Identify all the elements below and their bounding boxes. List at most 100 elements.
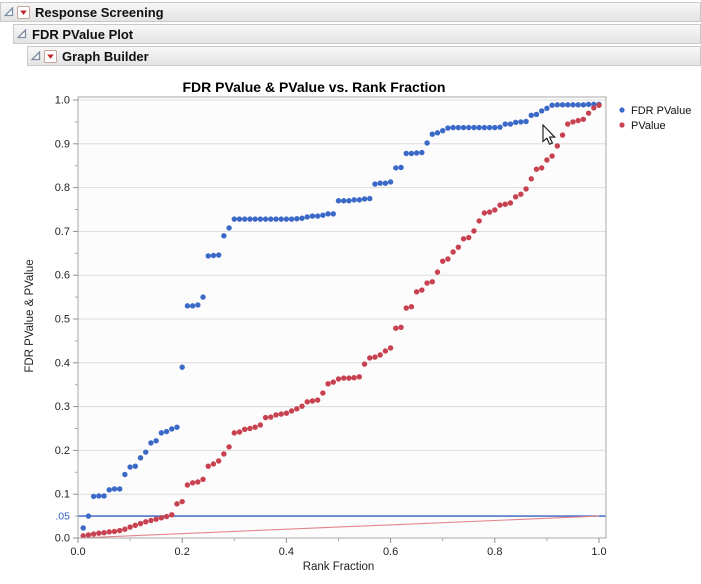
data-point-pvalue[interactable] (387, 345, 394, 351)
data-point-fdr-pvalue[interactable] (445, 125, 451, 131)
data-point-fdr-pvalue[interactable] (492, 124, 498, 131)
data-point-fdr-pvalue[interactable] (580, 102, 587, 108)
data-point-fdr-pvalue[interactable] (429, 131, 435, 137)
data-point-fdr-pvalue[interactable] (440, 127, 446, 134)
data-point-fdr-pvalue[interactable] (80, 525, 86, 531)
data-point-fdr-pvalue[interactable] (200, 294, 206, 300)
data-point-pvalue[interactable] (413, 289, 420, 295)
data-point-pvalue[interactable] (236, 429, 243, 435)
data-point-fdr-pvalue[interactable] (544, 105, 550, 112)
data-point-fdr-pvalue[interactable] (460, 124, 467, 131)
data-point-fdr-pvalue[interactable] (195, 302, 201, 308)
data-point-fdr-pvalue[interactable] (111, 486, 118, 492)
data-point-fdr-pvalue[interactable] (466, 124, 472, 131)
data-point-fdr-pvalue[interactable] (387, 179, 394, 185)
data-point-pvalue[interactable] (507, 200, 514, 206)
data-point-fdr-pvalue[interactable] (320, 212, 326, 218)
data-point-pvalue[interactable] (132, 522, 139, 528)
data-point-pvalue[interactable] (85, 532, 92, 538)
data-point-fdr-pvalue[interactable] (309, 213, 316, 219)
data-point-fdr-pvalue[interactable] (242, 216, 248, 222)
data-point-pvalue[interactable] (143, 519, 149, 525)
data-point-pvalue[interactable] (466, 234, 472, 241)
data-point-fdr-pvalue[interactable] (273, 216, 279, 222)
data-point-fdr-pvalue[interactable] (169, 426, 175, 432)
data-point-fdr-pvalue[interactable] (351, 197, 357, 203)
data-point-pvalue[interactable] (252, 424, 258, 430)
data-point-pvalue[interactable] (320, 390, 326, 396)
data-point-pvalue[interactable] (116, 527, 123, 534)
data-point-pvalue[interactable] (356, 374, 363, 380)
data-point-fdr-pvalue[interactable] (382, 180, 389, 186)
data-point-pvalue[interactable] (90, 531, 97, 537)
data-point-pvalue[interactable] (460, 236, 467, 242)
data-point-pvalue[interactable] (174, 501, 180, 507)
data-point-pvalue[interactable] (575, 117, 581, 124)
data-point-pvalue[interactable] (523, 186, 529, 192)
data-point-pvalue[interactable] (273, 412, 279, 418)
data-point-fdr-pvalue[interactable] (398, 164, 404, 171)
data-point-pvalue[interactable] (247, 425, 253, 432)
data-point-fdr-pvalue[interactable] (304, 214, 310, 220)
data-point-fdr-pvalue[interactable] (226, 225, 232, 231)
data-point-fdr-pvalue[interactable] (288, 216, 295, 222)
data-point-pvalue[interactable] (481, 210, 488, 216)
data-point-pvalue[interactable] (419, 287, 425, 293)
data-point-fdr-pvalue[interactable] (565, 102, 571, 108)
data-point-fdr-pvalue[interactable] (137, 455, 144, 461)
data-point-pvalue[interactable] (195, 479, 201, 485)
data-point-fdr-pvalue[interactable] (538, 108, 545, 114)
data-point-pvalue[interactable] (492, 207, 498, 213)
data-point-pvalue[interactable] (450, 249, 456, 255)
data-point-pvalue[interactable] (512, 194, 519, 200)
data-point-fdr-pvalue[interactable] (424, 140, 430, 146)
data-point-fdr-pvalue[interactable] (361, 196, 368, 202)
data-point-pvalue[interactable] (580, 116, 587, 122)
data-point-fdr-pvalue[interactable] (85, 513, 92, 519)
data-point-fdr-pvalue[interactable] (132, 463, 139, 469)
data-point-fdr-pvalue[interactable] (408, 150, 415, 157)
data-point-fdr-pvalue[interactable] (528, 112, 534, 119)
data-point-fdr-pvalue[interactable] (231, 216, 237, 222)
disclosure-triangle-icon[interactable] (4, 7, 14, 17)
data-point-fdr-pvalue[interactable] (481, 124, 488, 131)
data-point-fdr-pvalue[interactable] (372, 181, 378, 187)
legend-label[interactable]: PValue (631, 120, 666, 132)
data-point-pvalue[interactable] (127, 524, 133, 530)
data-point-fdr-pvalue[interactable] (471, 124, 477, 131)
data-point-fdr-pvalue[interactable] (148, 440, 154, 446)
data-point-fdr-pvalue[interactable] (330, 211, 336, 217)
data-point-pvalue[interactable] (434, 269, 441, 275)
data-point-pvalue[interactable] (403, 305, 409, 311)
data-point-pvalue[interactable] (309, 398, 316, 404)
data-point-pvalue[interactable] (330, 379, 336, 385)
data-point-fdr-pvalue[interactable] (549, 102, 555, 108)
data-point-pvalue[interactable] (393, 325, 399, 331)
data-point-pvalue[interactable] (570, 119, 576, 125)
data-point-fdr-pvalue[interactable] (419, 149, 425, 156)
data-point-pvalue[interactable] (346, 375, 352, 381)
data-point-pvalue[interactable] (424, 280, 430, 286)
data-point-fdr-pvalue[interactable] (153, 438, 159, 444)
data-point-pvalue[interactable] (288, 408, 295, 414)
outline-bar-graph-builder[interactable]: Graph Builder (27, 46, 701, 66)
data-point-pvalue[interactable] (278, 411, 284, 417)
data-point-pvalue[interactable] (242, 426, 248, 433)
data-point-pvalue[interactable] (80, 533, 86, 539)
data-point-pvalue[interactable] (122, 526, 128, 532)
data-point-fdr-pvalue[interactable] (116, 486, 123, 492)
data-point-pvalue[interactable] (544, 157, 550, 163)
data-point-pvalue[interactable] (148, 517, 154, 524)
data-point-pvalue[interactable] (304, 399, 310, 405)
data-point-fdr-pvalue[interactable] (268, 216, 274, 222)
data-point-pvalue[interactable] (299, 403, 305, 409)
data-point-pvalue[interactable] (382, 348, 389, 354)
data-point-fdr-pvalue[interactable] (413, 150, 420, 156)
data-point-pvalue[interactable] (502, 201, 508, 207)
data-point-fdr-pvalue[interactable] (294, 215, 300, 222)
data-point-fdr-pvalue[interactable] (367, 195, 373, 202)
data-point-pvalue[interactable] (372, 354, 378, 360)
data-point-pvalue[interactable] (96, 530, 102, 536)
red-triangle-menu-icon[interactable] (17, 5, 30, 19)
data-point-fdr-pvalue[interactable] (236, 216, 243, 222)
